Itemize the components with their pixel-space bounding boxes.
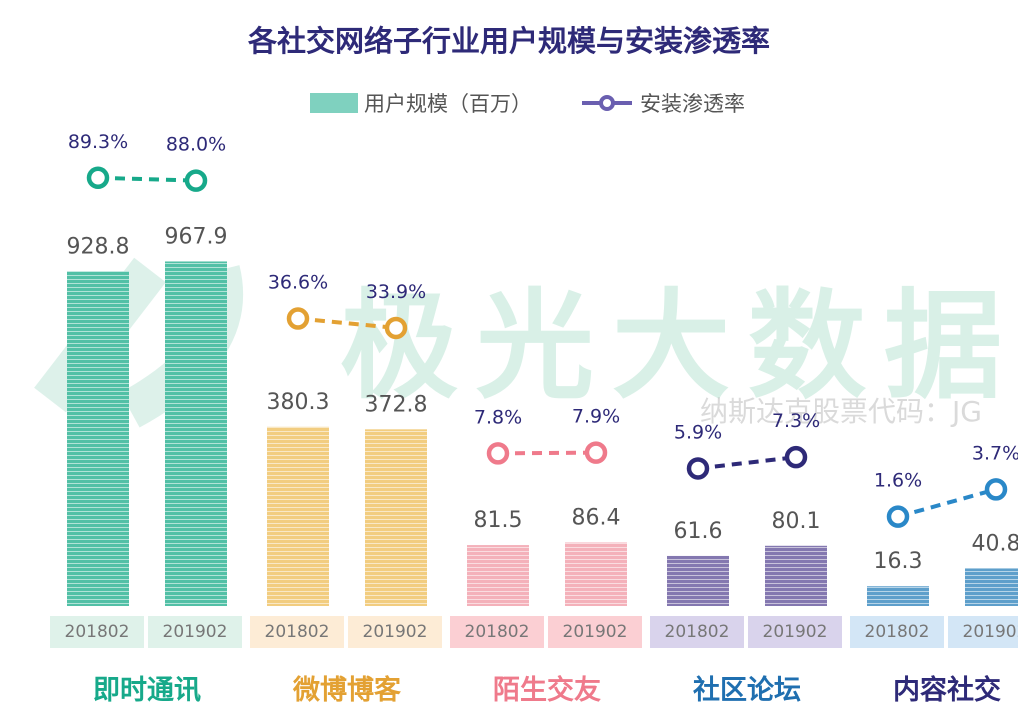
x-tick-label: 201902 [348,616,442,648]
bar [165,261,227,606]
legend-label-users: 用户规模（百万） [364,92,532,116]
bar [565,542,627,606]
x-tick-label: 201902 [148,616,242,648]
rate-point [686,457,710,480]
chart-title: 各社交网络子行业用户规模与安装渗透率 [247,24,770,58]
x-tick-label: 201802 [450,616,544,648]
rate-line [97,175,197,183]
bar-value-label: 967.9 [165,224,228,249]
legend: 用户规模（百万） 安装渗透率 [310,88,745,118]
category-label: 内容社交 [893,675,1001,706]
bar-value-label: 928.8 [67,234,130,259]
rate-line [297,316,397,330]
bar [667,555,729,606]
bar [467,545,529,606]
rate-value-label: 1.6% [874,470,922,492]
bar-value-label: 81.5 [474,508,523,533]
bar-value-label: 380.3 [267,390,330,415]
watermark-subtext: 纳斯达克股票代码：JG [700,395,982,428]
rate-value-label: 7.9% [572,406,620,428]
bar [965,568,1018,606]
rate-value-label: 88.0% [166,134,226,156]
rate-point [784,445,808,469]
rate-value-label: 89.3% [68,131,128,153]
x-tick-label: 201802 [250,616,344,648]
watermark: 极光大数据 [340,277,1018,415]
rate-line [897,487,997,519]
rate-value-label: 3.7% [972,442,1018,464]
bar [365,429,427,606]
bar-value-label: 40.8 [972,531,1018,556]
x-tick-label: 201902 [548,616,642,648]
rate-value-label: 33.9% [366,281,426,303]
bar-value-label: 61.6 [674,519,723,544]
rate-point [384,316,408,340]
bar-value-label: 80.1 [772,509,821,534]
x-tick-label: 201902 [948,616,1018,648]
rate-value-label: 36.6% [268,272,328,294]
bar [765,545,827,606]
bar-value-label: 86.4 [572,506,621,531]
rate-point [984,478,1008,501]
bar-value-label: 372.8 [365,392,428,417]
rate-point [486,442,510,465]
legend-line-swatch [582,95,632,111]
rate-point [584,441,608,464]
bar-value-label: 16.3 [874,549,923,574]
bar [267,426,329,606]
rate-value-label: 7.3% [772,410,820,432]
x-tick-label: 201902 [748,616,842,648]
category-label: 陌生交友 [493,675,601,706]
rate-value-label: 5.9% [674,421,722,443]
category-label: 社区论坛 [693,675,801,706]
legend-label-rate: 安装渗透率 [640,92,745,116]
x-tick-label: 201802 [650,616,744,648]
bar [67,271,129,606]
category-label: 微博博客 [293,675,401,706]
bar [867,586,929,606]
rate-point [886,505,910,528]
rate-line [697,455,797,471]
rate-value-label: 7.8% [474,406,522,428]
x-tick-label: 201802 [50,616,144,648]
legend-bar-swatch [310,93,358,113]
x-tick-label: 201802 [850,616,944,648]
rate-line [497,450,597,456]
rate-point [184,169,208,192]
rate-point [286,307,310,330]
rate-point [86,166,110,190]
category-label: 即时通讯 [93,675,201,706]
